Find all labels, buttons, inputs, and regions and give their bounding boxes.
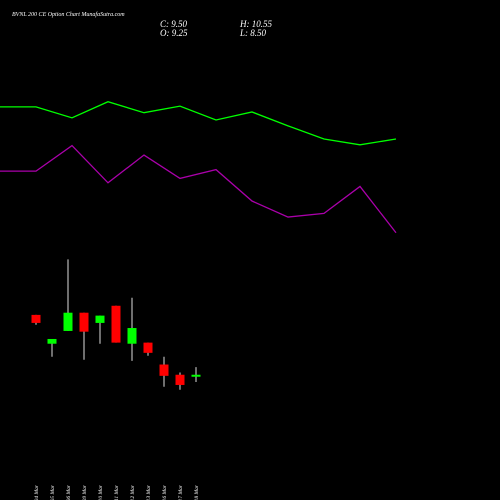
info-open: O: 9.25 [160, 28, 188, 38]
x-tick-label: 16 Mar [162, 484, 168, 500]
line-series [0, 144, 397, 234]
candle-body [143, 342, 153, 353]
candle-body [175, 374, 185, 385]
chart-title: BVNL 200 CE Option Chart MunafaSutra.com [12, 11, 125, 18]
x-tick-label: 11 Mar [114, 484, 120, 500]
candle-body [31, 314, 41, 323]
x-tick-label: 05 Mar [50, 484, 56, 500]
candle-body [63, 312, 73, 331]
candle-body [79, 312, 89, 332]
candle-body [159, 364, 169, 376]
candle-body [111, 305, 121, 343]
candle-body [191, 374, 201, 377]
x-tick-label: 17 Mar [178, 484, 184, 500]
x-tick-label: 18 Mar [194, 484, 200, 500]
x-tick-label: 04 Mar [33, 484, 40, 500]
x-tick-label: 09 Mar [82, 484, 88, 500]
x-tick-label: 10 Mar [98, 484, 104, 500]
line-series [0, 101, 397, 146]
x-tick-label: 06 Mar [66, 484, 72, 500]
x-tick-label: 12 Mar [130, 484, 136, 500]
x-tick-label: 13 Mar [146, 484, 152, 500]
candle-body [127, 328, 137, 344]
info-close: C: 9.50 [160, 19, 188, 29]
info-low: L: 8.50 [239, 28, 267, 38]
candle-body [95, 315, 105, 323]
candle-body [47, 338, 57, 344]
info-high: H: 10.55 [239, 19, 272, 29]
